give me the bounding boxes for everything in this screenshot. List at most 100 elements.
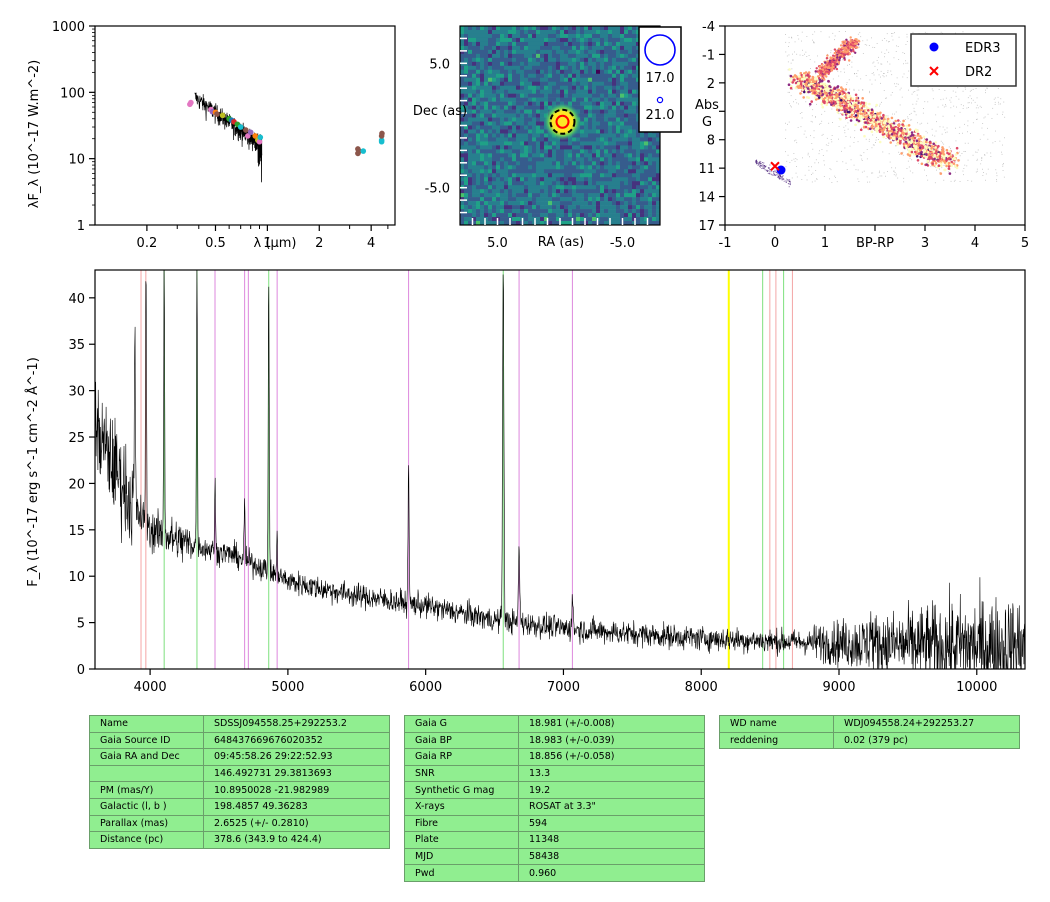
- table-left-key: Name: [89, 715, 204, 733]
- sed-y-tick-label: 100: [60, 86, 85, 101]
- hr-x-tick-label: -1: [719, 236, 732, 251]
- table-left-value: 10.8950028 -21.982989: [203, 781, 390, 799]
- spectrum-y-label: F_λ (10^-17 erg s^-1 cm^-2 Å^-1): [25, 357, 41, 587]
- table-middle-value: ROSAT at 3.3": [518, 797, 705, 816]
- table-middle-value: 18.983 (+/-0.039): [518, 731, 705, 750]
- hr-x-tick-label: 5: [1021, 236, 1029, 251]
- table-middle-key: Plate: [404, 831, 519, 849]
- spectrum-y-tick-label: 5: [77, 617, 85, 632]
- spectrum-x-tick-label: 6000: [409, 680, 442, 695]
- hr-y-tick-label: 11: [698, 162, 715, 177]
- hr-legend: EDR3 DR2: [910, 33, 1017, 87]
- table-middle-key: Gaia RP: [404, 748, 519, 766]
- table-middle-row: MJD 58438: [404, 847, 705, 866]
- aperture-circle-icon: [549, 108, 576, 135]
- hr-y-label-line2: G: [702, 115, 712, 130]
- table-middle-value: 18.981 (+/-0.008): [518, 715, 705, 733]
- image-legend: 17.0 21.0: [638, 26, 682, 133]
- image-x-tick-label: -5.0: [610, 236, 635, 251]
- table-middle-row: SNR 13.3: [404, 764, 705, 783]
- hr-x-tick-label: 4: [971, 236, 979, 251]
- table-left-row: Name SDSSJ094558.25+292253.2: [89, 715, 390, 733]
- spectrum-y-tick-label: 25: [68, 431, 85, 446]
- table-middle-key: X-rays: [404, 797, 519, 816]
- sed-x-tick-label: 0.2: [137, 236, 158, 251]
- legend-large-circle-icon: [644, 34, 676, 66]
- sed-x-tick-label: 1: [263, 236, 271, 251]
- table-left-row: 146.492731 29.3813693: [89, 764, 390, 783]
- hr-edr3-point: [776, 165, 786, 175]
- spectrum-y-tick-label: 10: [68, 570, 85, 585]
- spectrum-y-tick-label: 35: [68, 338, 85, 353]
- sed-photometry-point: [214, 111, 220, 117]
- spectrum-y-tick-label: 40: [68, 292, 85, 307]
- table-right-row: reddening 0.02 (379 pc): [719, 731, 1020, 750]
- spectrum-x-tick-label: 9000: [822, 680, 855, 695]
- hr-x-label: BP-RP: [856, 236, 894, 251]
- table-left-row: Gaia Source ID 648437669676020352: [89, 731, 390, 750]
- sed-y-label: λF_λ (10^-17 W.m^-2): [27, 60, 42, 208]
- table-right-key: reddening: [719, 731, 834, 750]
- spectrum-y-tick-label: 20: [68, 477, 85, 492]
- hr-y-tick-label: 2: [707, 77, 715, 92]
- table-middle-value: 18.856 (+/-0.058): [518, 748, 705, 766]
- sed-x-tick-label: 2: [315, 236, 323, 251]
- spectrum-x-tick-label: 4000: [134, 680, 167, 695]
- table-middle-row: Synthetic G mag 19.2: [404, 781, 705, 799]
- sed-photometry-point: [256, 138, 263, 145]
- sed-photometry-point: [243, 127, 249, 133]
- table-middle-key: Gaia BP: [404, 731, 519, 750]
- table-left-row: Parallax (mas) 2.6525 (+/- 0.2810): [89, 814, 390, 833]
- table-left-value: 648437669676020352: [203, 731, 390, 750]
- legend-small-circle-icon: [656, 96, 664, 104]
- table-left-value: 378.6 (343.9 to 424.4): [203, 831, 390, 849]
- sed-photometry-point: [219, 112, 226, 119]
- table-middle-row: X-rays ROSAT at 3.3": [404, 797, 705, 816]
- sed-photometry-point: [247, 129, 254, 136]
- hr-dr2-point: [770, 161, 780, 171]
- table-middle-key: Pwd: [404, 864, 519, 882]
- table-left-value: 198.4857 49.36283: [203, 797, 390, 816]
- sed-panel: 0.2 0.5 1 2 4 1 10 100 1000 λ (μm) λF_λ (10^-17 …: [27, 20, 396, 251]
- legend-edr3-label: EDR3: [965, 41, 1001, 56]
- table-middle-row: Plate 11348: [404, 831, 705, 849]
- hr-panel: -1 0 1 3 4 5 BP-RP -4 -1 2 8 11 14 17 Abs G EDR3 DR2: [695, 20, 1029, 251]
- hr-y-tick-label: -4: [702, 20, 715, 35]
- spectrum-trace: [95, 270, 1025, 669]
- table-middle-row: Gaia BP 18.983 (+/-0.039): [404, 731, 705, 750]
- source-glow: [543, 102, 582, 141]
- table-middle-key: MJD: [404, 847, 519, 866]
- legend-mag-bright: 17.0: [646, 71, 675, 86]
- table-left-row: Galactic (l, b ) 198.4857 49.36283: [89, 797, 390, 816]
- table-middle-row: Pwd 0.960: [404, 864, 705, 882]
- sed-photometry-point: [379, 130, 385, 137]
- image-y-tick-label: -5.0: [425, 182, 450, 197]
- table-middle-value: 13.3: [518, 764, 705, 783]
- hr-x-tick-label: 3: [921, 236, 929, 251]
- sed-photometry-point: [360, 148, 367, 154]
- spectrum-y-tick-label: 0: [77, 663, 85, 678]
- table-left-key: Parallax (mas): [89, 814, 204, 833]
- spectrum-panel: 4000 5000 6000 7000 8000 9000 10000 0 5 10 15 20 25 3…: [25, 269, 1026, 695]
- hr-y-tick-label: 17: [698, 219, 715, 234]
- table-middle-key: Fibre: [404, 814, 519, 833]
- table-middle-key: Synthetic G mag: [404, 781, 519, 799]
- info-table-left: Name SDSSJ094558.25+292253.2 Gaia Source I…: [89, 715, 390, 849]
- info-table-middle: Gaia G 18.981 (+/-0.008) Gaia BP 18.983 (+/…: [404, 715, 705, 882]
- sed-photometry-point: [188, 99, 194, 106]
- table-middle-key: Gaia G: [404, 715, 519, 733]
- info-table-right: WD name WDJ094558.24+292253.27 reddening 0.…: [719, 715, 1020, 750]
- image-panel: 5.0 5.0 -5.0 -5.0 Dec (as) RA (as) 17.0 21.…: [413, 25, 682, 251]
- table-left-row: Distance (pc) 378.6 (343.9 to 424.4): [89, 831, 390, 849]
- table-left-key: Gaia Source ID: [89, 731, 204, 750]
- spectrum-y-tick-label: 30: [68, 385, 85, 400]
- table-left-value: SDSSJ094558.25+292253.2: [203, 715, 390, 733]
- sed-y-tick-label: 1000: [52, 20, 85, 35]
- table-left-key: Distance (pc): [89, 831, 204, 849]
- hr-y-tick-label: -1: [702, 48, 715, 63]
- table-middle-value: 594: [518, 814, 705, 833]
- table-middle-row: Gaia RP 18.856 (+/-0.058): [404, 748, 705, 766]
- spectrum-x-tick-label: 5000: [271, 680, 304, 695]
- legend-dr2-marker-icon: [929, 66, 939, 76]
